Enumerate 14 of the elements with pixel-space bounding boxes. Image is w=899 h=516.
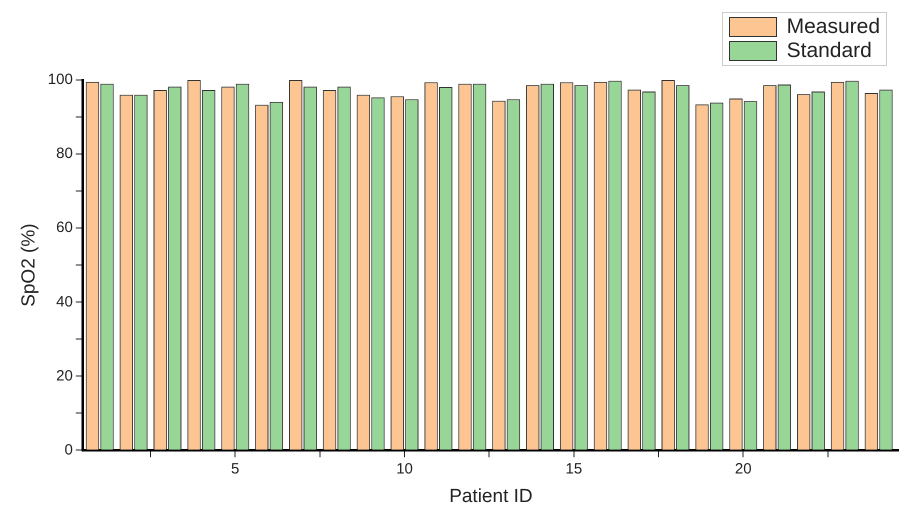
y-tick-label: 40 <box>56 293 73 310</box>
y-tick-label: 100 <box>48 71 73 88</box>
x-tick-label: 5 <box>231 460 240 478</box>
text: Measured <box>786 15 880 39</box>
y-tick-label: 80 <box>56 145 73 162</box>
y-axis-title: SpO2 (%) <box>18 223 40 307</box>
x-axis-title: Patient ID <box>449 486 533 507</box>
x-tick-label: 10 <box>396 460 413 478</box>
y-tick-label: 0 <box>64 441 73 458</box>
legend-label: Standard <box>786 39 872 63</box>
x-tick-label: 20 <box>734 460 752 478</box>
x-tick-label: 15 <box>566 460 582 478</box>
y-tick-label: 60 <box>56 219 73 236</box>
y-tick-label: 20 <box>56 367 73 384</box>
